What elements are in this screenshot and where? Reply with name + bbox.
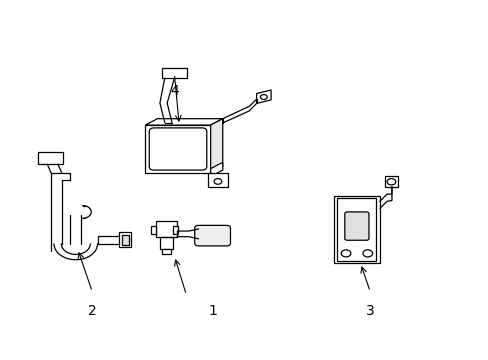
Polygon shape (145, 125, 210, 173)
Polygon shape (156, 221, 177, 237)
Text: 3: 3 (365, 304, 374, 318)
Polygon shape (160, 224, 173, 249)
FancyBboxPatch shape (149, 128, 206, 170)
Polygon shape (337, 198, 376, 261)
Polygon shape (210, 119, 223, 173)
Polygon shape (151, 226, 156, 234)
Polygon shape (119, 233, 131, 247)
Polygon shape (208, 173, 227, 187)
Polygon shape (210, 162, 223, 176)
Polygon shape (162, 249, 170, 255)
FancyBboxPatch shape (344, 212, 368, 240)
Polygon shape (122, 235, 129, 244)
Text: 2: 2 (88, 304, 97, 318)
Text: 4: 4 (170, 84, 179, 98)
Polygon shape (333, 196, 379, 263)
Polygon shape (256, 90, 270, 103)
Polygon shape (145, 119, 223, 125)
FancyBboxPatch shape (194, 225, 230, 246)
Polygon shape (38, 152, 63, 164)
Polygon shape (173, 226, 178, 234)
Polygon shape (384, 176, 397, 187)
Text: 1: 1 (208, 304, 217, 318)
Polygon shape (162, 68, 187, 78)
